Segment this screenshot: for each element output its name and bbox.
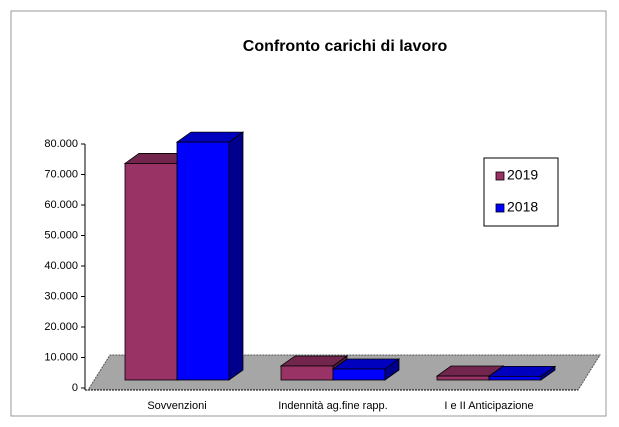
legend-label: 2019 xyxy=(507,167,538,183)
x-tick-label: Sovvenzioni xyxy=(147,400,206,412)
y-tick-label: 30.000 xyxy=(44,290,78,302)
chart-title: Confronto carichi di lavoro xyxy=(243,38,448,55)
y-tick-label: 40.000 xyxy=(44,260,78,272)
y-tick-label: 50.000 xyxy=(44,229,78,241)
y-tick-label: 20.000 xyxy=(44,321,78,333)
legend xyxy=(483,157,559,227)
bar xyxy=(176,141,230,381)
y-tick-label: 80.000 xyxy=(44,138,78,150)
x-tick-label: I e II Anticipazione xyxy=(444,400,533,412)
legend-label: 2018 xyxy=(507,199,538,215)
y-tick-label: 70.000 xyxy=(44,168,78,180)
bar xyxy=(280,365,334,381)
bar xyxy=(124,163,178,381)
bar-side xyxy=(228,131,244,381)
y-tick-label: 60.000 xyxy=(44,199,78,211)
bar xyxy=(488,375,542,381)
legend-swatch xyxy=(495,171,505,181)
y-tick-label: 0 xyxy=(72,382,78,394)
legend-swatch xyxy=(495,203,505,213)
x-tick-label: Indennità ag.fine rapp. xyxy=(278,400,387,412)
bar xyxy=(332,368,386,381)
bar xyxy=(436,375,490,381)
y-tick-label: 10.000 xyxy=(44,351,78,363)
